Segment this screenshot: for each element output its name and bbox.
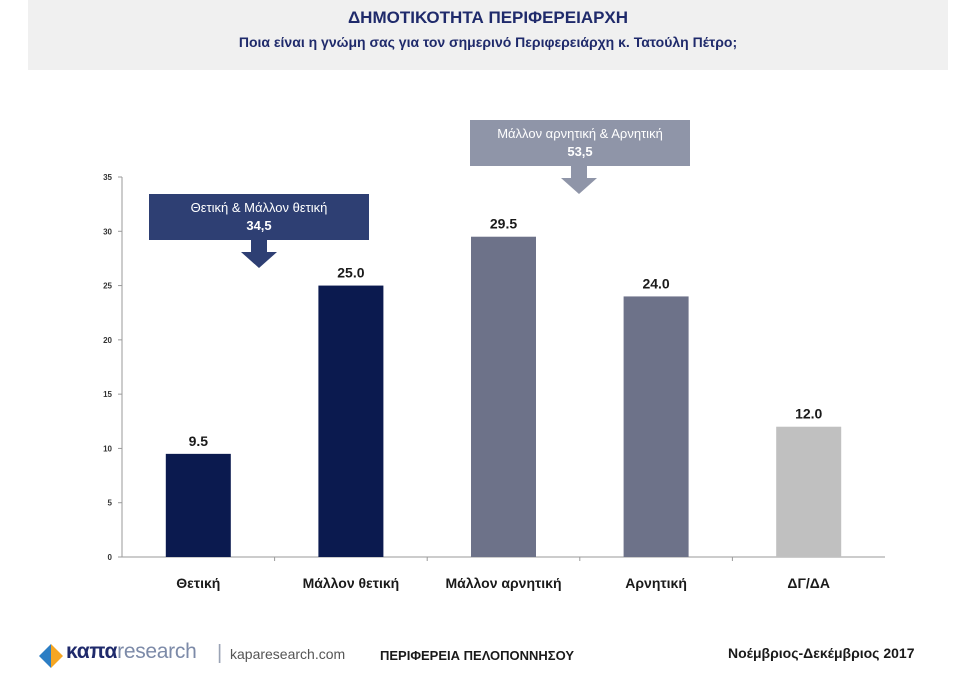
labels-layer: 9.5 Θετική 25.0 Μάλλον θετική 29.5 Μάλλον αρν… [176, 216, 830, 591]
bar [318, 285, 384, 557]
brand-url: kaparesearch.com [230, 646, 346, 662]
brand-separator: | [217, 642, 223, 664]
region-label: ΠΕΡΙΦΕΡΕΙΑ ΠΕΛΟΠΟΝΝΗΣΟΥ [380, 648, 575, 663]
callout-negative-total: Μάλλον αρνητική & Αρνητική 53,5 [470, 120, 690, 196]
y-tick-label: 0 [108, 553, 113, 562]
x-tick-label: ΔΓ/ΔΑ [787, 575, 830, 591]
header-banner: ΔΗΜΟΤΙΚΟΤΗΤΑ ΠΕΡΙΦΕΡΕΙΑΡΧΗ Ποια είναι η … [28, 0, 948, 70]
bar [165, 453, 231, 557]
data-label: 29.5 [490, 216, 517, 232]
callout-negative-arrow [561, 166, 597, 194]
bar [776, 426, 842, 557]
page-title: ΔΗΜΟΤΙΚΟΤΗΤΑ ΠΕΡΙΦΕΡΕΙΑΡΧΗ [347, 8, 629, 27]
callout-negative-box: Μάλλον αρνητική & Αρνητική 53,5 [470, 120, 690, 166]
callout-negative-label: Μάλλον αρνητική & Αρνητική [497, 126, 663, 141]
x-tick-label: Αρνητική [625, 575, 687, 591]
callout-positive-label: Θετική & Μάλλον θετική [190, 200, 328, 215]
y-tick-label: 25 [103, 282, 112, 291]
y-tick-label: 10 [103, 444, 112, 453]
x-tick-label: Μάλλον θετική [303, 575, 400, 591]
bar [471, 236, 536, 557]
data-label: 9.5 [189, 433, 209, 449]
kapa-logo-icon [39, 644, 63, 668]
down-arrow-icon [561, 166, 597, 194]
down-arrow-icon [241, 240, 277, 268]
data-label: 24.0 [642, 275, 669, 291]
brand-name: καπαresearch [66, 640, 197, 664]
page-subtitle: Ποια είναι η γνώμη σας για τον σημερινό … [238, 34, 738, 50]
callout-positive-value: 34,5 [246, 218, 272, 233]
y-tick-label: 5 [108, 499, 113, 508]
x-tick-label: Μάλλον αρνητική [446, 575, 562, 591]
data-label: 25.0 [337, 265, 364, 281]
brand-kapa: καπα [66, 640, 118, 663]
callout-positive-box: Θετική & Μάλλον θετική 34,5 [149, 194, 369, 240]
period-label: Νοέμβριος-Δεκέμβριος 2017 [728, 645, 915, 661]
callout-positive-total: Θετική & Μάλλον θετική 34,5 [149, 194, 369, 270]
callout-positive-arrow [241, 240, 277, 268]
data-label: 12.0 [795, 406, 822, 422]
bar [623, 296, 689, 557]
y-tick-label: 35 [103, 173, 112, 182]
brand-research: research [117, 640, 197, 663]
x-tick-label: Θετική [176, 575, 220, 591]
bars-layer [165, 236, 842, 557]
y-tick-label: 15 [103, 390, 112, 399]
callout-negative-value: 53,5 [567, 144, 593, 159]
y-tick-label: 20 [103, 336, 112, 345]
y-tick-label: 30 [103, 227, 112, 236]
